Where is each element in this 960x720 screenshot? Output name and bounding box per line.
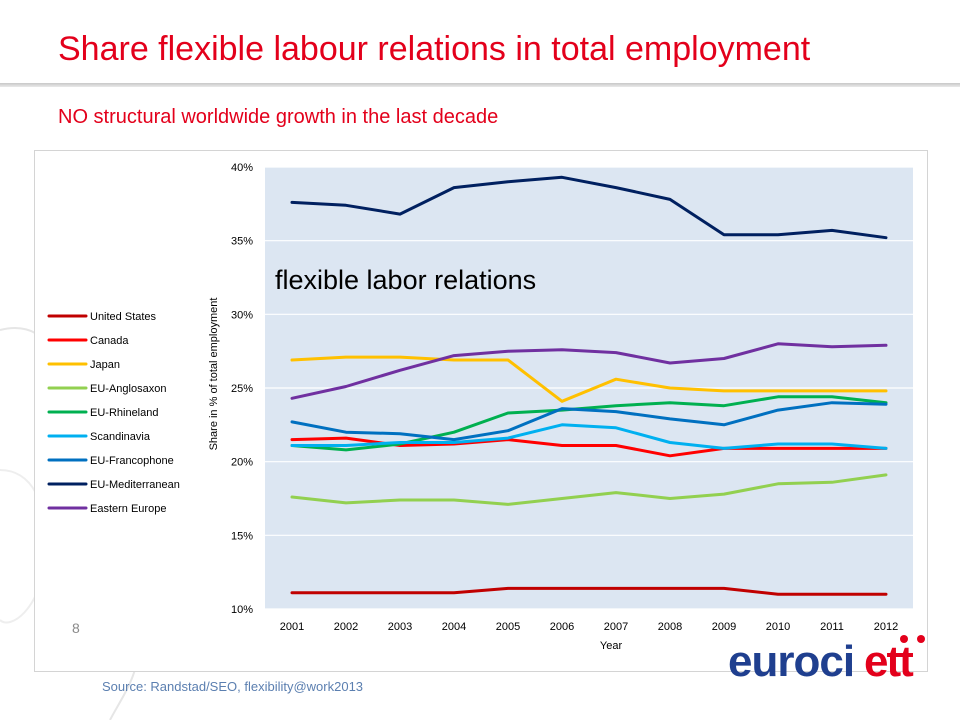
x-tick-label: 2009: [712, 621, 736, 633]
x-tick-label: 2002: [334, 621, 358, 633]
page-number: 8: [72, 620, 80, 636]
line-chart: 10%15%20%25%30%35%40% 2001 2002 2003 2004 20…: [47, 162, 913, 652]
series-line: [290, 355, 888, 403]
y-tick-label: 10%: [231, 604, 253, 616]
chart-frame: 10% 15% 20% 25% 30% 35% 40% 2001 2002 2003 2004 20…: [34, 150, 928, 672]
source-citation: Source: Randstad/SEO, flexibility@work20…: [102, 679, 364, 694]
series-line: [290, 473, 888, 506]
x-tick-label: 2005: [496, 621, 520, 633]
y-tick-label: 30%: [231, 309, 253, 321]
legend-label: Japan: [90, 359, 120, 371]
x-tick-label: 2012: [874, 621, 898, 633]
legend: United States Canada Japan EU-Anglosaxon EU-…: [47, 311, 180, 515]
series-line: [290, 401, 888, 442]
series-line: [290, 342, 888, 400]
y-tick-label: 20%: [231, 457, 253, 469]
chart-annotation: flexible labor relations: [275, 265, 536, 295]
gridlines: [265, 166, 913, 610]
x-tick-label: 2001: [280, 621, 304, 633]
title-divider: [0, 83, 960, 87]
x-tick-label: 2011: [820, 621, 844, 633]
legend-label: Scandinavia: [90, 431, 151, 443]
x-tick-label: 2007: [604, 621, 628, 633]
y-axis-label: Share in % of total employment: [208, 298, 220, 451]
legend-label: EU-Mediterranean: [90, 479, 180, 491]
legend-label: Eastern Europe: [90, 503, 166, 515]
legend-label: EU-Rhineland: [90, 407, 158, 419]
x-tick-label: 2003: [388, 621, 412, 633]
series-lines: [290, 175, 888, 596]
x-tick-label: 2006: [550, 621, 574, 633]
slide-subtitle: NO structural worldwide growth in the la…: [58, 106, 499, 128]
y-axis-ticks: 10% 15% 20% 25% 30% 35% 40%: [231, 162, 253, 616]
series-line: [290, 586, 888, 596]
x-axis-label: Year: [600, 640, 623, 652]
svg-text:ett: ett: [864, 637, 914, 686]
y-tick-label: 40%: [231, 162, 253, 174]
x-tick-label: 2004: [442, 621, 466, 633]
legend-label: Canada: [90, 335, 129, 347]
eurociett-logo: euroci ett: [728, 635, 925, 686]
x-tick-label: 2008: [658, 621, 682, 633]
series-line: [290, 175, 888, 240]
series-line: [290, 423, 888, 450]
y-tick-label: 15%: [231, 530, 253, 542]
legend-label: United States: [90, 311, 157, 323]
svg-text:euroci: euroci: [728, 637, 854, 686]
y-tick-label: 35%: [231, 236, 253, 248]
series-line: [290, 395, 888, 452]
legend-label: EU-Francophone: [90, 455, 174, 467]
slide-title: Share flexible labour relations in total…: [58, 30, 811, 68]
legend-label: EU-Anglosaxon: [90, 383, 166, 395]
x-tick-label: 2010: [766, 621, 790, 633]
y-tick-label: 25%: [231, 383, 253, 395]
x-axis-ticks: 2001 2002 2003 2004 2005 2006 2007 2008 2009 2010…: [280, 621, 898, 633]
